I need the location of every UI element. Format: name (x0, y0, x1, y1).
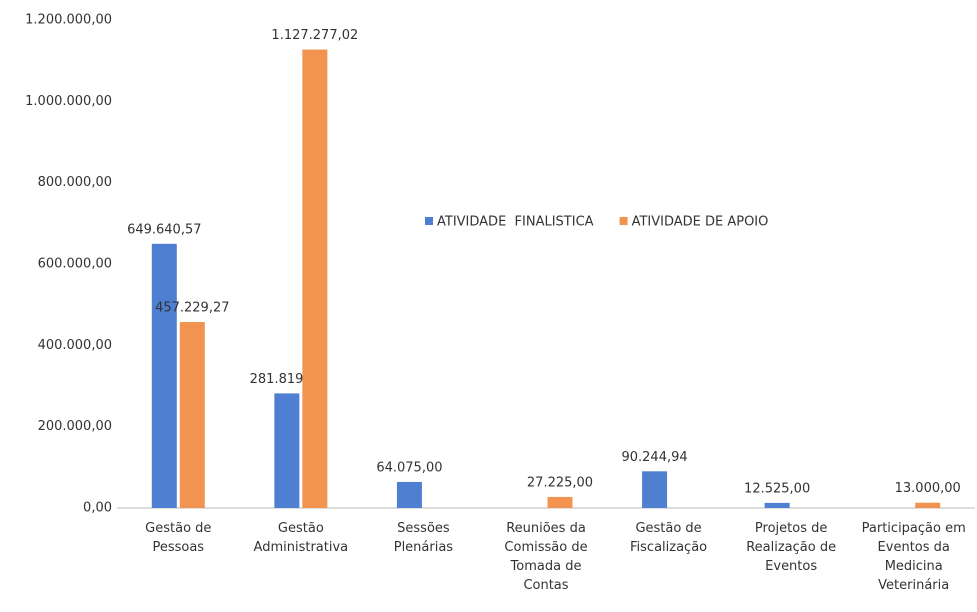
y-tick-label: 1.000.000,00 (25, 94, 112, 109)
bar (179, 322, 205, 508)
y-tick-label: 600.000,00 (38, 257, 112, 272)
bar (151, 243, 177, 508)
bar (302, 49, 328, 509)
legend-label: ATIVIDADE FINALISTICA (437, 215, 594, 230)
data-label: 12.525,00 (744, 481, 810, 496)
x-tick-label: Projetos de Realização de Eventos (746, 521, 836, 574)
y-tick-label: 400.000,00 (38, 338, 112, 353)
bar (915, 502, 941, 508)
x-tick-label: Gestão de Fiscalização (630, 521, 707, 555)
y-tick-label: 0,00 (83, 501, 112, 516)
bar (642, 471, 668, 508)
x-tick-label: Participação em Eventos da Medicina Veterin… (862, 521, 966, 593)
data-label: 1.127.277,02 (271, 28, 358, 43)
x-tick-label: Reuniões da Comissão de Tomada de Contas (504, 521, 587, 593)
data-label: 27.225,00 (527, 475, 593, 490)
data-label: 457.229,27 (155, 301, 229, 316)
legend-swatch (425, 217, 433, 225)
bar (396, 481, 422, 508)
bar (764, 502, 790, 508)
data-label: 64.075,00 (376, 460, 442, 475)
data-label: 13.000,00 (895, 481, 961, 496)
y-tick-label: 1.200.000,00 (25, 13, 112, 28)
bar (547, 496, 573, 508)
x-tick-label: Sessões Plenárias (394, 521, 454, 555)
data-label: 90.244,94 (621, 450, 687, 465)
y-tick-label: 200.000,00 (38, 419, 112, 434)
legend-label: ATIVIDADE DE APOIO (632, 215, 769, 230)
x-tick-label: Gestão de Pessoas (145, 521, 211, 555)
x-tick-label: Gestão Administrativa (254, 521, 349, 555)
y-tick-label: 800.000,00 (38, 175, 112, 190)
legend-swatch (619, 217, 628, 225)
data-label: 649.640,57 (127, 222, 201, 237)
bar (274, 393, 300, 508)
